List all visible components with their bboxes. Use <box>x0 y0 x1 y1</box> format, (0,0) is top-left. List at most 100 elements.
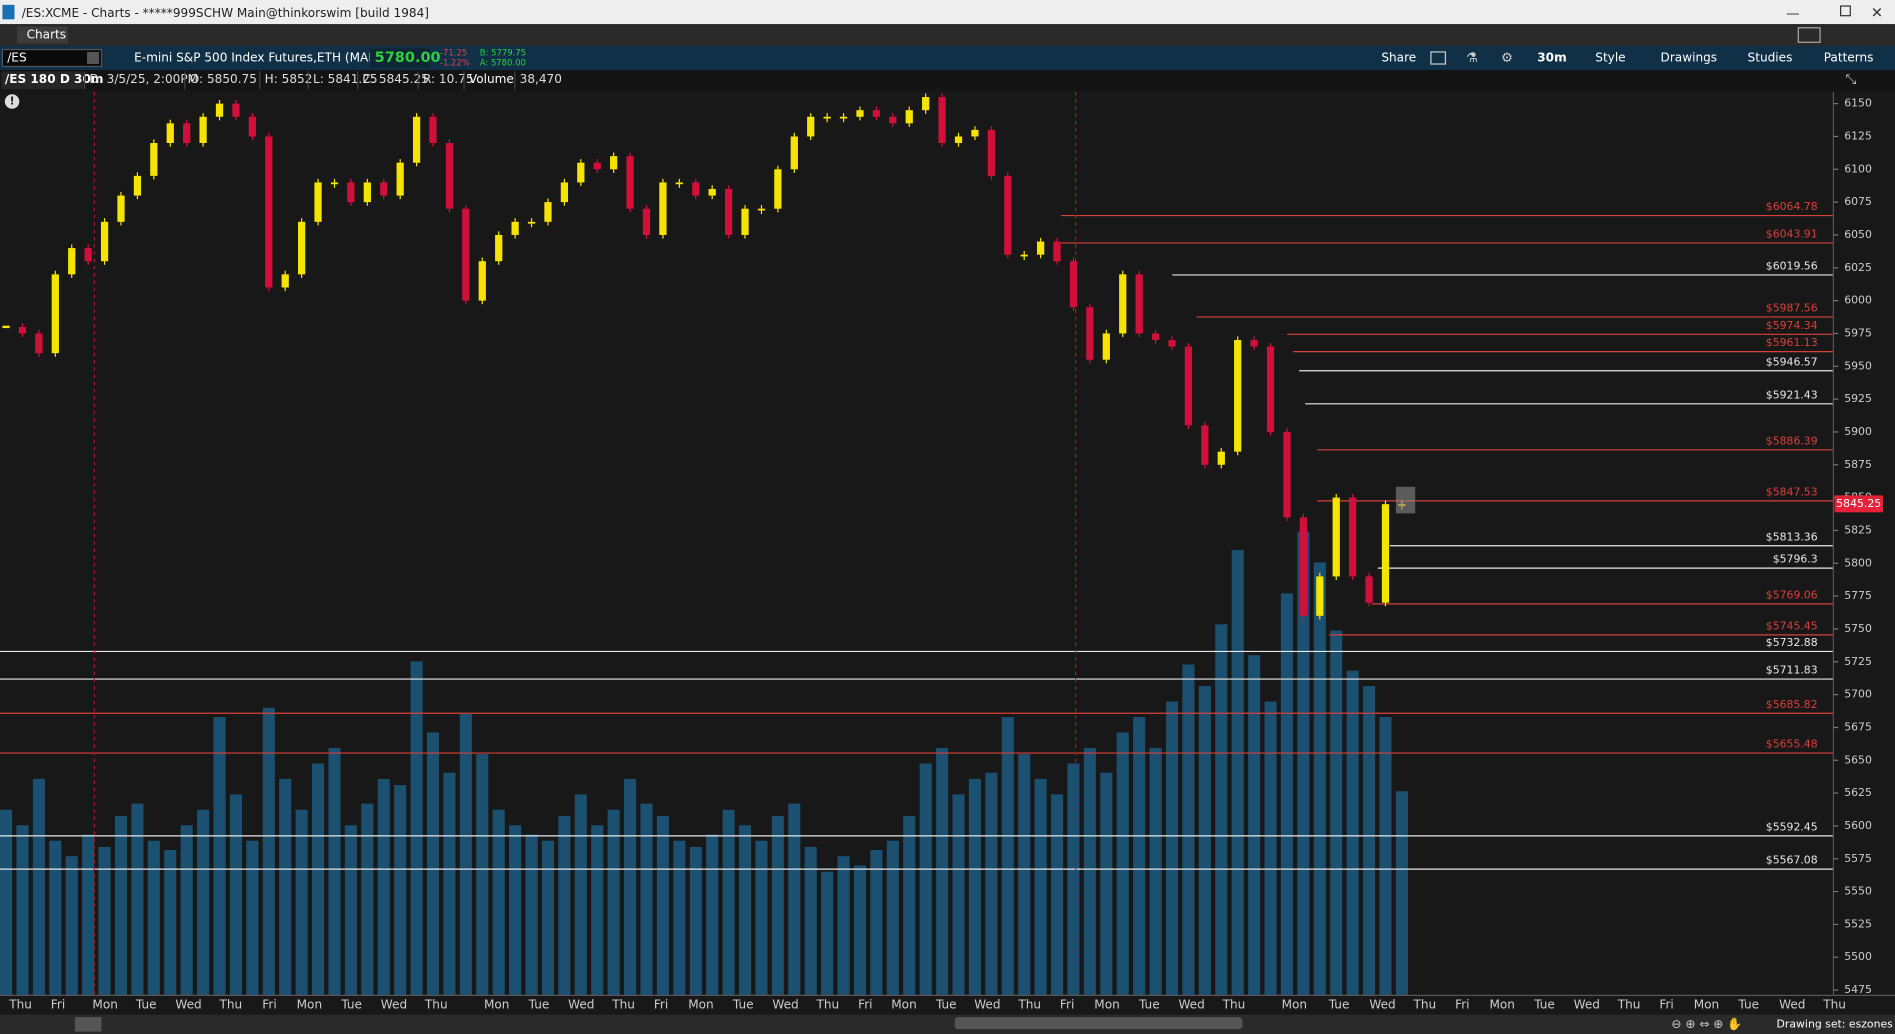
candle <box>1037 241 1045 255</box>
candle <box>1119 274 1127 334</box>
layout-button[interactable] <box>1797 27 1821 43</box>
minimize[interactable]: — <box>1786 6 1799 21</box>
x-tick-label: Thu <box>1822 998 1846 1012</box>
candle <box>1381 504 1390 603</box>
volume-bar <box>541 840 555 996</box>
candle <box>872 110 881 117</box>
candle <box>593 162 601 170</box>
volume-bar <box>229 794 242 996</box>
x-tick-label: Mon <box>688 998 713 1012</box>
volume-bar <box>919 763 932 996</box>
volume-bar <box>1100 772 1113 996</box>
scroll-thumb[interactable] <box>954 1017 1243 1030</box>
candle <box>807 116 815 137</box>
y-tick-label: 5750 <box>1844 622 1872 635</box>
volume-bar <box>1215 624 1228 996</box>
candle <box>544 202 552 222</box>
toolbar-icon[interactable] <box>1430 51 1447 65</box>
volume-bar <box>1149 747 1162 996</box>
info-low: L: 5841.25 <box>313 72 378 86</box>
price-level-label: $5921.43 <box>1766 388 1818 401</box>
tab-bar <box>0 24 1895 46</box>
expansion-marker <box>1395 486 1416 514</box>
volume-bar <box>312 763 325 996</box>
candle <box>2 325 10 329</box>
title-bar <box>0 0 1895 25</box>
candle <box>1168 340 1176 347</box>
volume-bar <box>1034 778 1047 996</box>
volume-bar <box>1395 791 1408 996</box>
x-tick-label: Wed <box>1574 998 1600 1012</box>
volume-bar <box>394 785 407 996</box>
y-tick-label: 6100 <box>1844 162 1872 175</box>
candle <box>18 326 27 334</box>
current-price-label: 5845.25 <box>1836 497 1881 510</box>
toolbar-button[interactable]: Studies <box>1748 50 1793 64</box>
net-change: -71.25 <box>440 48 467 58</box>
toolbar-button[interactable]: Style <box>1595 50 1625 64</box>
x-tick-label: Wed <box>568 998 594 1012</box>
toolbar-button[interactable]: Patterns <box>1824 50 1874 64</box>
volume-bar <box>509 825 522 996</box>
volume-bar <box>1297 531 1310 996</box>
candle <box>199 116 207 144</box>
candle <box>1299 517 1308 616</box>
x-tick-label: Fri <box>1455 998 1469 1012</box>
price-level-label: $5711.83 <box>1766 664 1818 677</box>
toolbar-button[interactable]: Drawings <box>1661 50 1718 64</box>
price-level-label: $5592.45 <box>1766 820 1818 833</box>
volume-bar <box>410 661 423 996</box>
x-tick-label: Mon <box>297 998 322 1012</box>
symbol: /ES <box>7 50 26 64</box>
y-tick-label: 5975 <box>1844 326 1872 339</box>
volume-bar <box>952 794 965 996</box>
volume-bar <box>131 803 144 996</box>
candle <box>987 129 995 176</box>
volume-bar <box>1363 686 1376 996</box>
volume-bar <box>936 747 949 996</box>
volume-bar <box>1116 732 1129 996</box>
candle <box>790 136 798 170</box>
x-tick-label: Mon <box>1282 998 1307 1012</box>
volume-bar <box>344 825 357 996</box>
candle <box>133 175 142 196</box>
zoom-controls[interactable]: ⊖ ⊕ ⇔ ⊕ ✋ <box>1671 1017 1742 1031</box>
volume-bar <box>262 707 275 996</box>
collapse-button[interactable]: ⤡ <box>1845 73 1856 88</box>
toolbar-icon[interactable]: ⚙ <box>1501 51 1513 66</box>
y-tick-label: 5775 <box>1844 589 1872 602</box>
symbol-dropdown[interactable] <box>87 51 100 65</box>
candle <box>183 123 191 144</box>
volume-bar <box>213 717 226 996</box>
volume-bar <box>32 778 45 996</box>
candle <box>1316 576 1324 616</box>
y-tick-label: 5925 <box>1844 392 1872 405</box>
alert-icon[interactable] <box>4 94 20 109</box>
toolbar-button[interactable]: 30m <box>1537 50 1566 64</box>
candle <box>1365 576 1373 603</box>
volume-bar <box>295 809 308 996</box>
candle <box>347 182 355 203</box>
candle <box>1266 346 1275 432</box>
volume-bar <box>689 846 702 996</box>
x-tick-label: Mon <box>1094 998 1119 1012</box>
maximize[interactable] <box>1840 5 1851 17</box>
x-tick-label: Fri <box>654 998 668 1012</box>
symbol-input[interactable] <box>1 48 103 68</box>
x-tick-label: Tue <box>732 998 754 1012</box>
price-level-label: $5987.56 <box>1766 301 1818 314</box>
tab[interactable] <box>16 26 68 44</box>
y-tick-label: 5650 <box>1844 753 1872 766</box>
close[interactable]: ✕ <box>1871 5 1883 21</box>
bid: B: 5779.75 <box>480 48 526 58</box>
price-level-label: $6064.78 <box>1766 200 1818 213</box>
toolbar-button[interactable]: Share <box>1381 50 1416 64</box>
volume-pane <box>0 531 1408 996</box>
volume-bar <box>722 809 735 996</box>
scroll-home[interactable] <box>74 1017 102 1032</box>
candle <box>298 221 306 275</box>
toolbar-icon[interactable]: ⚗ <box>1466 51 1478 66</box>
price-level-label: $5961.13 <box>1766 336 1818 349</box>
